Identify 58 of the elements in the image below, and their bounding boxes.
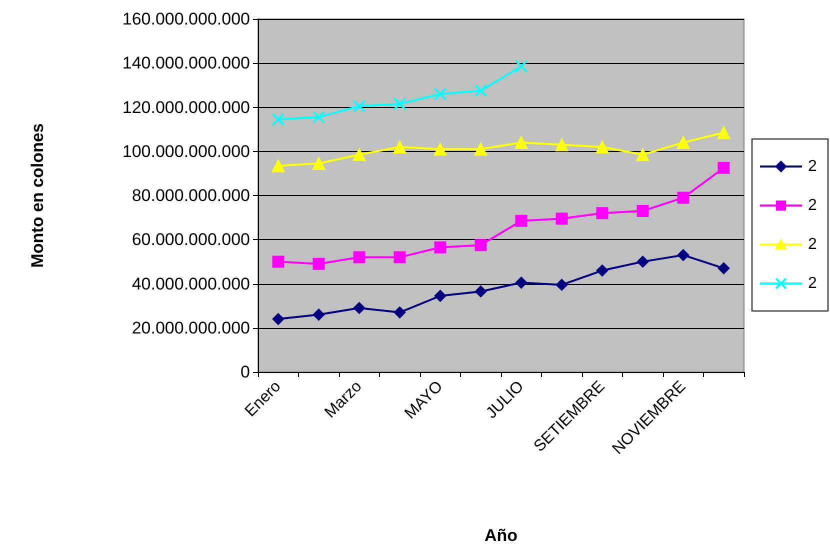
point — [556, 278, 568, 291]
point — [394, 306, 406, 318]
point — [474, 239, 487, 252]
point — [394, 251, 406, 264]
legend-label: 2 — [808, 236, 817, 253]
point — [434, 241, 446, 254]
point — [636, 256, 649, 268]
y-tick-label: 20.000.000.000 — [132, 318, 250, 338]
legend-label: 2 — [808, 197, 817, 214]
point — [636, 148, 650, 162]
point — [717, 126, 730, 140]
point — [272, 112, 285, 126]
y-tick-label: 60.000.000.000 — [132, 230, 250, 250]
point — [676, 136, 690, 150]
point — [312, 258, 325, 270]
point — [393, 140, 406, 154]
y-axis-title: Monto en colones — [28, 123, 47, 268]
point — [515, 214, 528, 227]
y-tick-label: 140.000.000.000 — [122, 54, 250, 73]
point — [514, 136, 528, 150]
point — [596, 264, 608, 277]
point — [434, 142, 447, 156]
point — [596, 140, 609, 154]
y-tick-label: 80.000.000.000 — [132, 186, 250, 205]
point — [677, 192, 690, 204]
point — [272, 159, 285, 172]
point — [555, 138, 568, 152]
point — [515, 276, 528, 289]
y-tick-label: 160.000.000.000 — [122, 10, 250, 28]
point — [556, 212, 568, 225]
point — [272, 256, 284, 268]
point — [312, 157, 326, 170]
point — [474, 142, 488, 156]
point — [474, 84, 488, 98]
legend-label: 2 — [808, 275, 817, 292]
point — [434, 88, 447, 101]
y-tick-label: 0 — [240, 362, 250, 382]
point — [636, 204, 649, 217]
x-axis-title: Año — [484, 526, 518, 545]
y-tick-label: 120.000.000.000 — [122, 98, 250, 117]
point — [393, 97, 406, 110]
point — [596, 207, 608, 220]
point — [272, 313, 284, 326]
y-tick-label: 100.000.000.000 — [122, 142, 250, 161]
y-tick-label: 40.000.000.000 — [132, 274, 250, 294]
point — [718, 262, 730, 274]
point — [353, 302, 366, 314]
point — [312, 308, 325, 321]
point — [677, 249, 690, 262]
legend-label: 2 — [808, 158, 817, 175]
point — [352, 148, 366, 162]
point — [352, 100, 366, 113]
point — [312, 110, 326, 124]
point — [718, 162, 730, 174]
point — [474, 285, 487, 298]
point — [434, 290, 446, 302]
point — [353, 251, 366, 264]
point — [514, 60, 528, 73]
